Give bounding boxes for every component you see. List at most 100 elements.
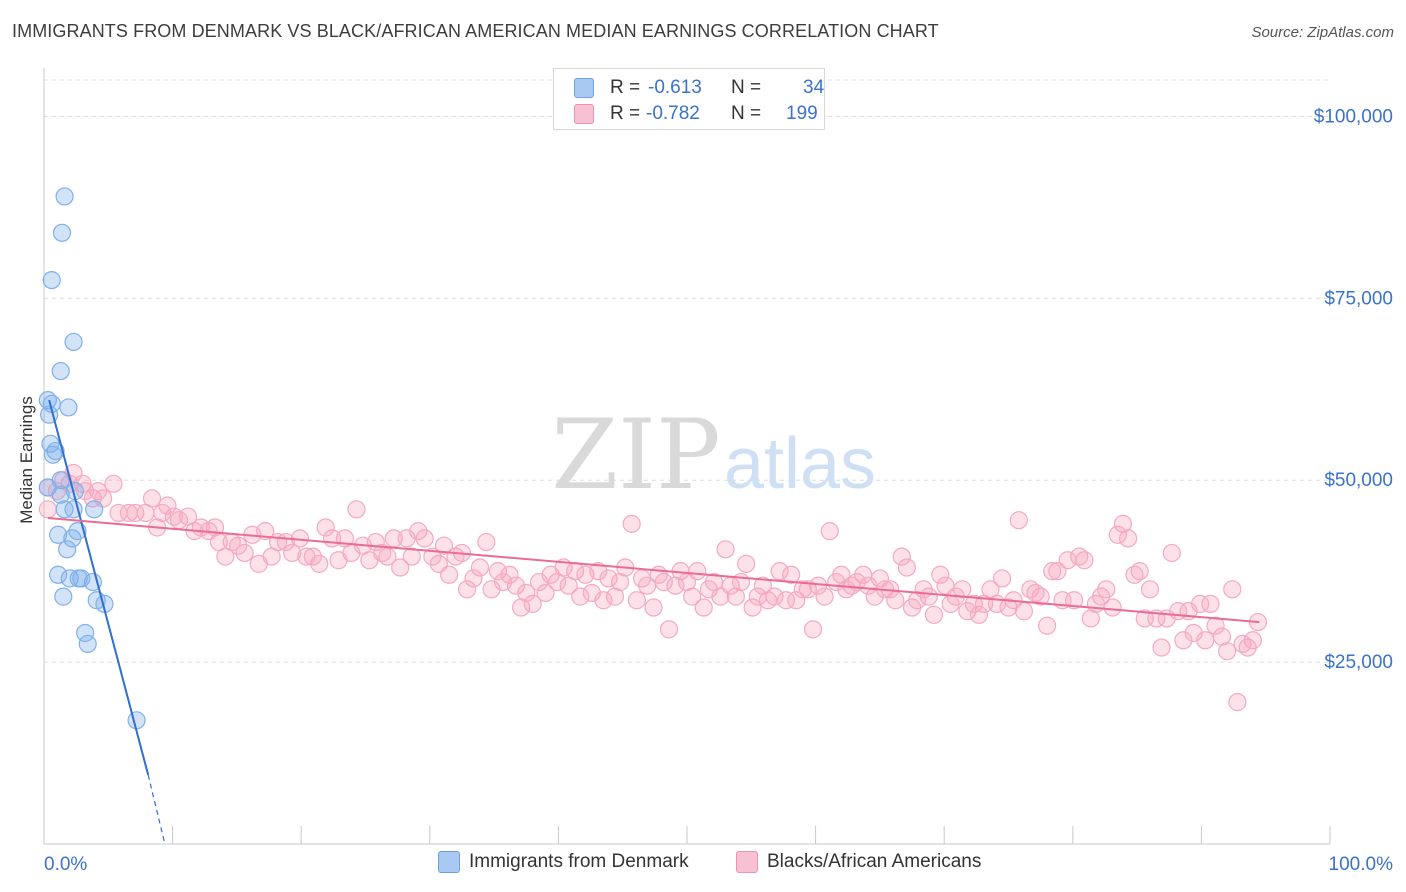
bottom-legend-swatch-pink (736, 851, 758, 873)
data-point (787, 591, 806, 610)
data-point (958, 602, 977, 621)
data-point (694, 598, 713, 617)
chart-title: IMMIGRANTS FROM DENMARK VS BLACK/AFRICAN… (12, 21, 939, 41)
data-point (582, 583, 601, 603)
data-point (798, 580, 817, 599)
y-tick-labels: $25,000 $50,000 $75,000 $100,000 (1314, 106, 1393, 673)
data-point (1014, 602, 1034, 621)
data-point (439, 565, 459, 584)
data-point (54, 587, 73, 606)
bottom-legend-label: Immigrants from Denmark (469, 851, 689, 872)
data-point (51, 485, 70, 504)
data-point (142, 489, 162, 508)
bottom-legend-denmark: Immigrants from Denmark (438, 851, 689, 877)
data-point (931, 565, 950, 584)
trend-line-denmark-extension (147, 774, 166, 845)
data-point (49, 565, 68, 584)
data-point (1218, 642, 1237, 661)
data-point (85, 500, 104, 519)
data-point (51, 361, 70, 381)
data-point (55, 187, 74, 206)
legend-swatch-pink (574, 104, 594, 124)
data-point (1009, 511, 1028, 530)
watermark: ZIP atlas (551, 399, 876, 511)
legend-r-value: -0.613 (648, 77, 702, 98)
data-point (76, 623, 95, 643)
data-point (1097, 580, 1116, 599)
data-point (1206, 616, 1225, 635)
data-point (523, 594, 542, 613)
x-tick-label: 100.0% (1329, 854, 1394, 875)
data-point (1140, 580, 1160, 599)
data-point (402, 547, 421, 566)
data-point (782, 565, 801, 584)
legend-n-value: 199 (786, 103, 818, 124)
data-point (992, 569, 1012, 588)
data-point (820, 522, 839, 541)
data-point (1075, 551, 1094, 570)
data-point (886, 591, 905, 610)
y-tick-label: $50,000 (1324, 470, 1393, 491)
source-label: Source: ZipAtlas.com (1251, 24, 1394, 41)
data-point (391, 558, 410, 577)
data-point (506, 576, 526, 595)
data-point (1152, 638, 1171, 657)
data-point (500, 565, 519, 584)
data-point (536, 583, 555, 603)
data-point (58, 540, 77, 559)
series-immigrants-from-denmark (38, 187, 146, 730)
bottom-legend-swatch-blue (438, 851, 460, 873)
data-point (1162, 543, 1181, 563)
x-tick-label: 0.0% (44, 854, 87, 875)
data-point (464, 569, 483, 588)
data-point (488, 562, 508, 581)
data-point (52, 223, 72, 242)
data-point (43, 445, 63, 464)
data-point (310, 554, 329, 573)
data-point (415, 529, 434, 548)
data-point (283, 543, 302, 563)
y-tick-label: $75,000 (1324, 288, 1393, 309)
data-point (1201, 594, 1220, 613)
data-point (627, 591, 646, 610)
data-point (1191, 594, 1210, 613)
data-point (654, 572, 673, 592)
series-blacks-african-americans (38, 463, 1268, 712)
data-point (897, 558, 917, 577)
data-point (51, 471, 70, 490)
data-point (229, 536, 248, 555)
data-point (59, 398, 78, 417)
data-point (1064, 591, 1084, 610)
data-point (1118, 529, 1138, 548)
legend-r-value: -0.782 (646, 103, 700, 124)
data-point (743, 598, 762, 617)
data-point (765, 587, 784, 606)
bottom-legend-label: Blacks/African Americans (767, 851, 982, 872)
data-point (793, 580, 812, 599)
data-point (409, 522, 428, 541)
data-point (316, 518, 335, 537)
data-point (72, 569, 91, 588)
data-point (622, 514, 641, 533)
legend-r-label: R = (610, 103, 641, 124)
data-point (126, 503, 145, 523)
data-point (716, 540, 735, 559)
data-point (434, 536, 454, 555)
data-point (73, 474, 92, 493)
data-point (953, 580, 972, 599)
data-point (1130, 562, 1149, 581)
data-point (64, 332, 83, 352)
watermark-zip: ZIP (551, 399, 720, 511)
data-point (78, 634, 97, 654)
data-point (683, 587, 702, 606)
data-point (644, 598, 663, 617)
data-point (457, 580, 477, 599)
data-point (38, 500, 57, 519)
data-point (158, 496, 177, 515)
data-point (892, 547, 911, 566)
data-point (737, 554, 756, 573)
legend-r-label: R = (610, 77, 641, 98)
watermark-atlas: atlas (724, 424, 876, 504)
correlation-legend: R = -0.613 N = 34 R = -0.782 N = 199 (553, 68, 825, 130)
